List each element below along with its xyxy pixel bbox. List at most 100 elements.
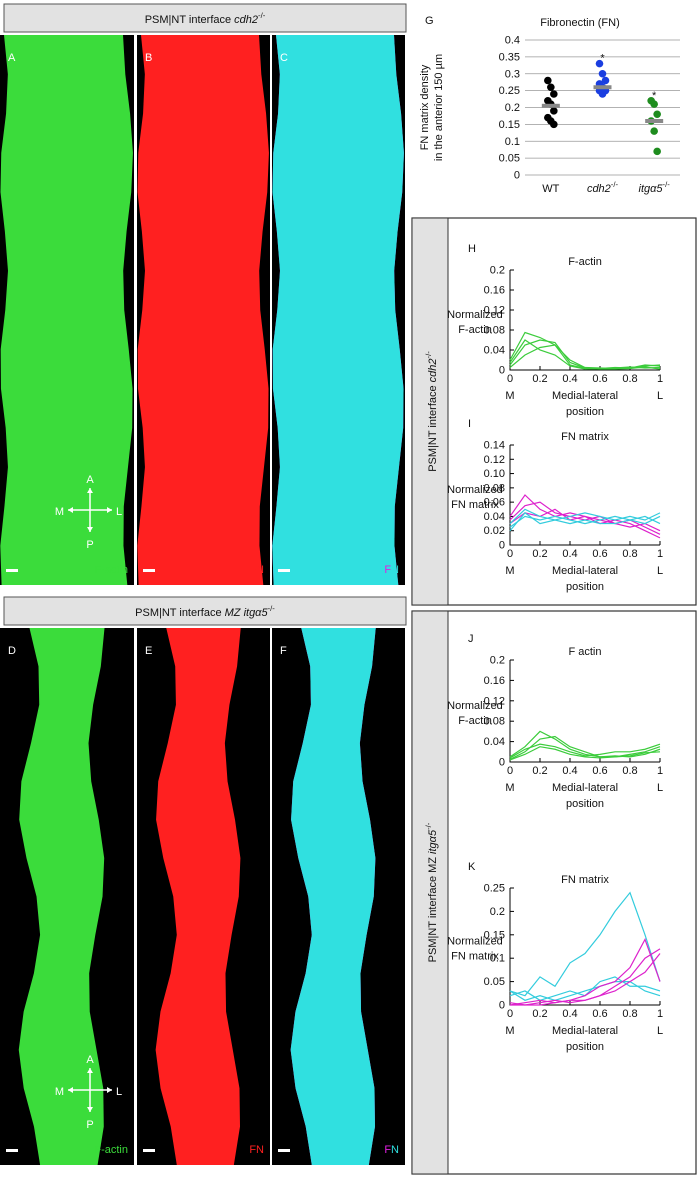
x-tick-label: 1	[657, 765, 663, 777]
y-tick-label: 0.15	[484, 929, 505, 941]
y-tick-label: 0	[499, 540, 505, 552]
x-tick-label: 0.8	[622, 1008, 637, 1020]
channel-label: F-actin	[94, 1144, 128, 1156]
dot	[547, 83, 555, 92]
panel-letter: C	[280, 52, 288, 64]
data-line	[509, 976, 661, 1001]
tint	[0, 35, 133, 585]
header-box	[3, 3, 407, 33]
y-tick-label: 0.04	[484, 511, 505, 523]
superscript: -/-	[611, 180, 619, 189]
data-line	[509, 339, 661, 370]
text-part: WT	[542, 183, 559, 195]
scale-bar	[6, 569, 18, 572]
scale-bar	[278, 569, 290, 572]
y-tick-label: 0	[499, 1000, 505, 1012]
y-axis-label: FN matrix density	[419, 64, 431, 150]
tint	[272, 35, 404, 585]
superscript: -/-	[268, 604, 276, 613]
x-tick-label: 0.4	[562, 548, 577, 560]
data-line	[509, 730, 661, 758]
x-axis-label: position	[566, 581, 604, 593]
y-tick-label: 0.08	[484, 482, 505, 494]
y-tick-label: 0.04	[484, 345, 505, 357]
y-tick-label: 0.12	[484, 454, 505, 466]
x-tick-label: 0	[507, 1008, 513, 1020]
panel-letter: K	[468, 861, 476, 873]
dot	[653, 110, 661, 119]
tint	[137, 35, 269, 585]
x-tick-label: 0.8	[622, 765, 637, 777]
scale-bar	[278, 1149, 290, 1152]
channel-part: N	[391, 564, 399, 576]
y-tick-label: 0.16	[484, 285, 505, 297]
chart-title: FN matrix	[561, 431, 609, 443]
x-tick-label: 1	[657, 1008, 663, 1020]
side-label: PSM|NT interface MZ itgα5-/-	[424, 822, 439, 962]
y-tick-label: 0.12	[484, 305, 505, 317]
x-end-label: L	[657, 1025, 663, 1037]
scale-bar	[143, 569, 155, 572]
x-axis-label: Medial-lateral	[552, 1025, 618, 1037]
x-tick-label: 0.8	[622, 373, 637, 385]
axes	[509, 888, 660, 1006]
y-tick-label: 0.2	[505, 102, 520, 114]
data-line	[509, 891, 661, 997]
gene-name: itgα5	[639, 183, 664, 195]
channel-part: F	[384, 564, 391, 576]
significance: *	[652, 90, 657, 102]
tissue	[137, 35, 269, 585]
y-tick-label: 0	[514, 170, 520, 182]
dot	[598, 90, 607, 98]
dot	[595, 59, 604, 68]
y-tick-label: 0	[499, 757, 505, 769]
tissue	[0, 35, 133, 585]
channel-label: FN	[384, 564, 399, 576]
y-tick-label: 0.2	[490, 906, 505, 918]
axes	[509, 445, 660, 546]
dot	[650, 127, 658, 135]
y-tick-label: 0.14	[484, 440, 505, 452]
data-line	[509, 746, 661, 761]
chart-title: F-actin	[568, 256, 602, 268]
y-tick-label: 0.08	[484, 716, 505, 728]
x-tick-label: 0.8	[622, 548, 637, 560]
mean-bar	[645, 119, 664, 123]
y-tick-label: 0.02	[484, 525, 505, 537]
scale-bar	[143, 1149, 155, 1152]
y-tick-label: 0.05	[484, 976, 505, 988]
x-tick-label: 0.2	[532, 765, 547, 777]
compass-label: P	[86, 539, 93, 551]
compass-label: A	[86, 474, 94, 486]
panel-letter: G	[425, 15, 434, 27]
y-axis-label: F-actin	[458, 324, 492, 336]
x-tick-label: 1	[657, 548, 663, 560]
dot	[601, 76, 610, 85]
dot	[653, 147, 661, 156]
y-tick-label: 0.10	[484, 468, 505, 480]
dot	[650, 100, 658, 108]
x-end-label: M	[505, 1025, 514, 1037]
x-tick-label: 0.4	[562, 1008, 577, 1020]
y-tick-label: 0.1	[505, 136, 520, 148]
panel-letter: H	[468, 243, 476, 255]
panel-letter: J	[468, 633, 474, 645]
tissue	[272, 35, 404, 585]
x-tick-label: 0.4	[562, 765, 577, 777]
y-tick-label: 0.2	[490, 655, 505, 667]
y-tick-label: 0.08	[484, 325, 505, 337]
text-part: PSM|NT interface	[427, 382, 439, 471]
panel-letter: I	[468, 418, 471, 430]
y-axis-label: FN matrix	[451, 951, 499, 963]
text-part: PSM|NT interface	[145, 14, 234, 26]
superscript: -/-	[424, 822, 433, 830]
dot	[550, 120, 558, 129]
y-tick-label: 0.12	[484, 695, 505, 707]
x-axis-label: position	[566, 406, 604, 418]
y-axis-label: F-actin	[458, 715, 492, 727]
side-strip	[411, 610, 449, 1175]
gene-name: itgα5	[427, 829, 439, 854]
data-line	[509, 331, 661, 370]
dot	[598, 69, 607, 78]
x-tick-label: 0	[507, 373, 513, 385]
